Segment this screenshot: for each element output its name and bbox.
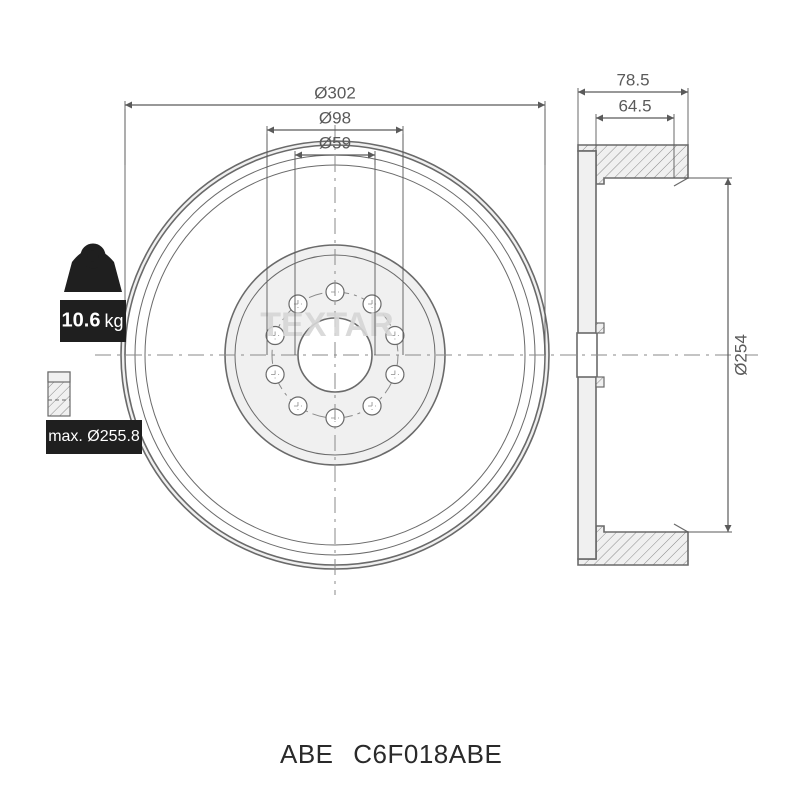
svg-text:kg: kg bbox=[104, 311, 123, 331]
svg-text:64.5: 64.5 bbox=[618, 96, 651, 115]
svg-text:Ø254: Ø254 bbox=[731, 334, 750, 376]
svg-text:Ø302: Ø302 bbox=[314, 83, 356, 102]
brand-name: ABE bbox=[280, 739, 334, 769]
brand-code: C6F018ABE bbox=[353, 739, 502, 769]
svg-text:max. Ø255.8: max. Ø255.8 bbox=[48, 428, 140, 445]
svg-text:TEXTAR: TEXTAR bbox=[260, 306, 393, 344]
drawing-stage: TEXTAR Ø302 Ø98 Ø59 10.6kg max. Ø255.8 78.5 64.… bbox=[0, 0, 800, 800]
max-section-icon bbox=[48, 372, 70, 416]
svg-text:10.6: 10.6 bbox=[62, 309, 101, 331]
weight-icon bbox=[64, 247, 122, 292]
svg-text:Ø59: Ø59 bbox=[319, 133, 351, 152]
front-view bbox=[95, 125, 575, 595]
svg-text:78.5: 78.5 bbox=[616, 70, 649, 89]
brand-footer: ABE C6F018ABE bbox=[280, 739, 502, 770]
svg-text:Ø98: Ø98 bbox=[319, 108, 351, 127]
